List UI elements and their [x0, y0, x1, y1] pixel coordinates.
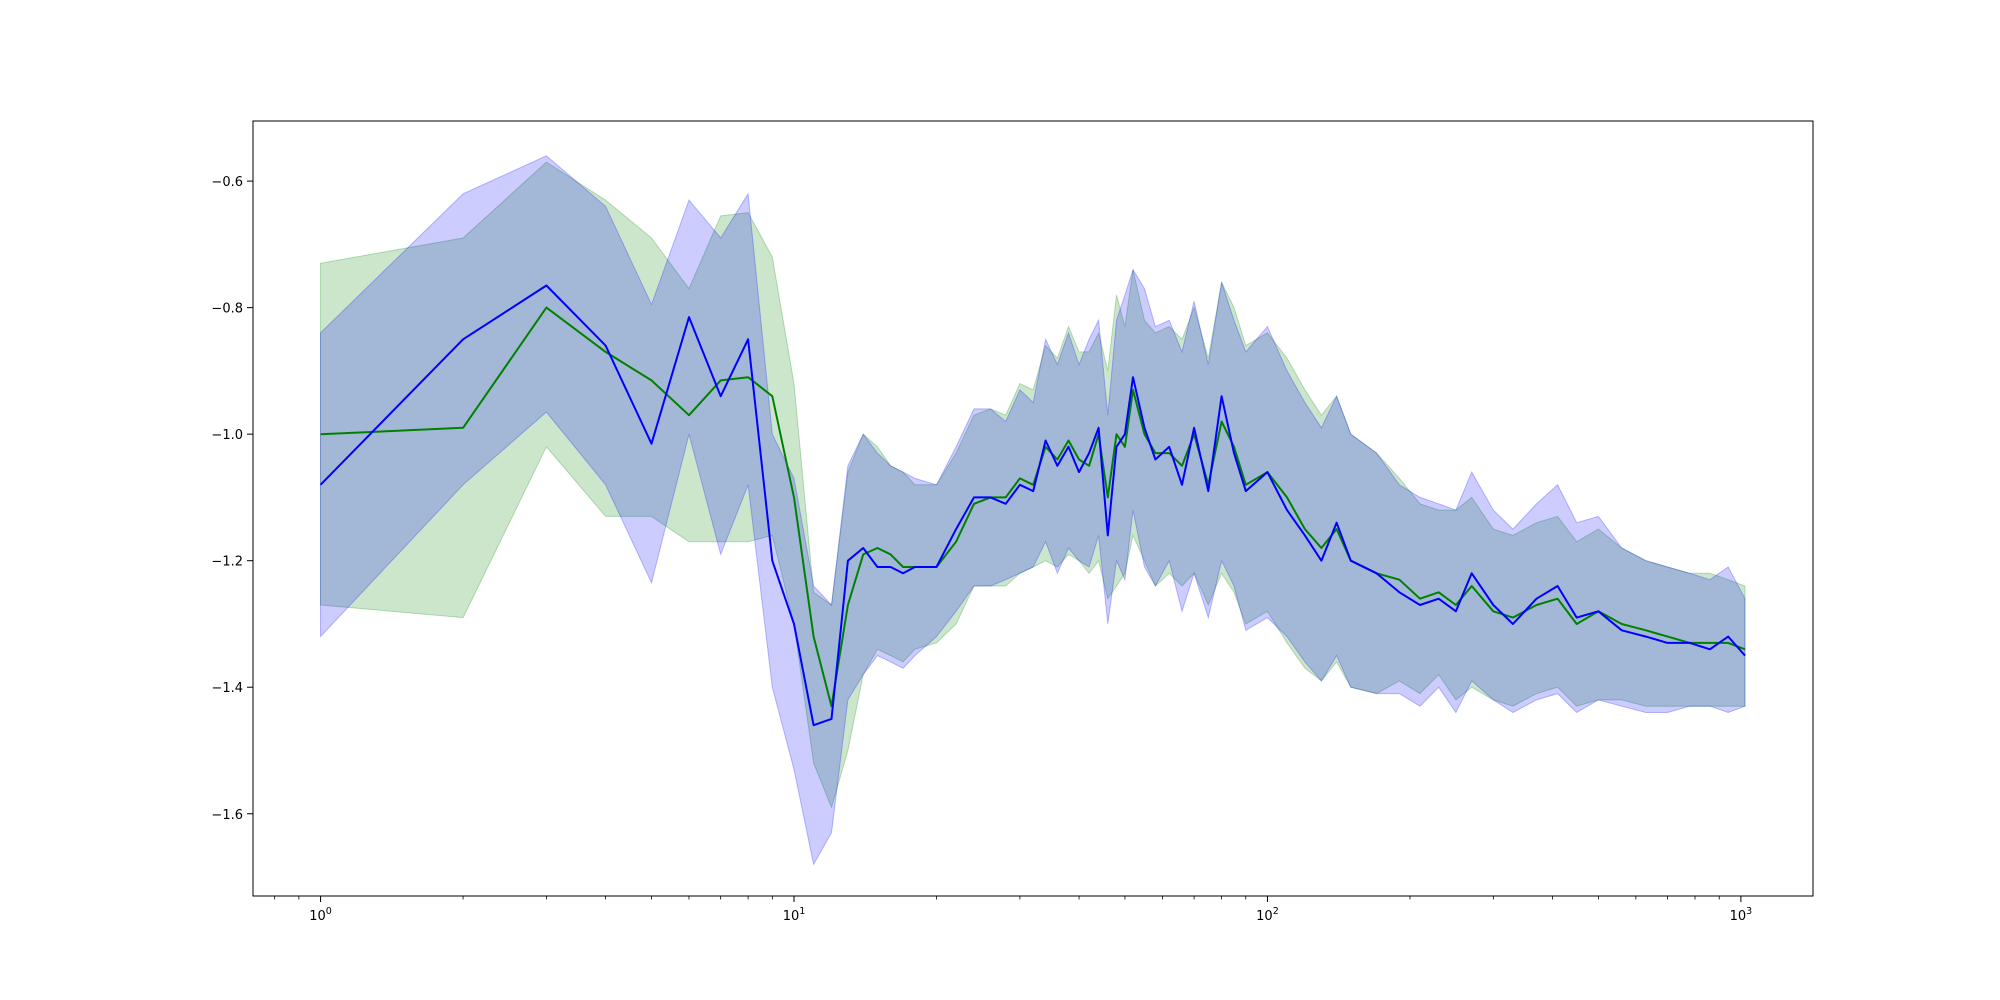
series-2-band [320, 155, 1746, 866]
x-tick-label: 101 [783, 906, 806, 924]
series-lines [319, 284, 1746, 727]
x-tick-label: 100 [309, 906, 332, 924]
y-axis: −0.6 −0.8 −1.0 −1.2 −1.4 −1.6 [211, 175, 253, 823]
y-tick-label: −0.8 [211, 302, 243, 317]
y-tick-label: −1.4 [211, 681, 243, 696]
y-tick-label: −1.2 [211, 555, 243, 570]
series-2-line [319, 284, 1746, 727]
x-tick-label: 103 [1730, 906, 1753, 924]
y-tick-label: −0.6 [211, 175, 243, 190]
x-axis: 100 101 102 103 [274, 896, 1753, 924]
y-tick-label: −1.6 [211, 808, 243, 823]
plot-area-frame [252, 120, 1814, 897]
x-tick-label: 102 [1256, 906, 1279, 924]
y-tick-label: −1.0 [211, 428, 243, 443]
